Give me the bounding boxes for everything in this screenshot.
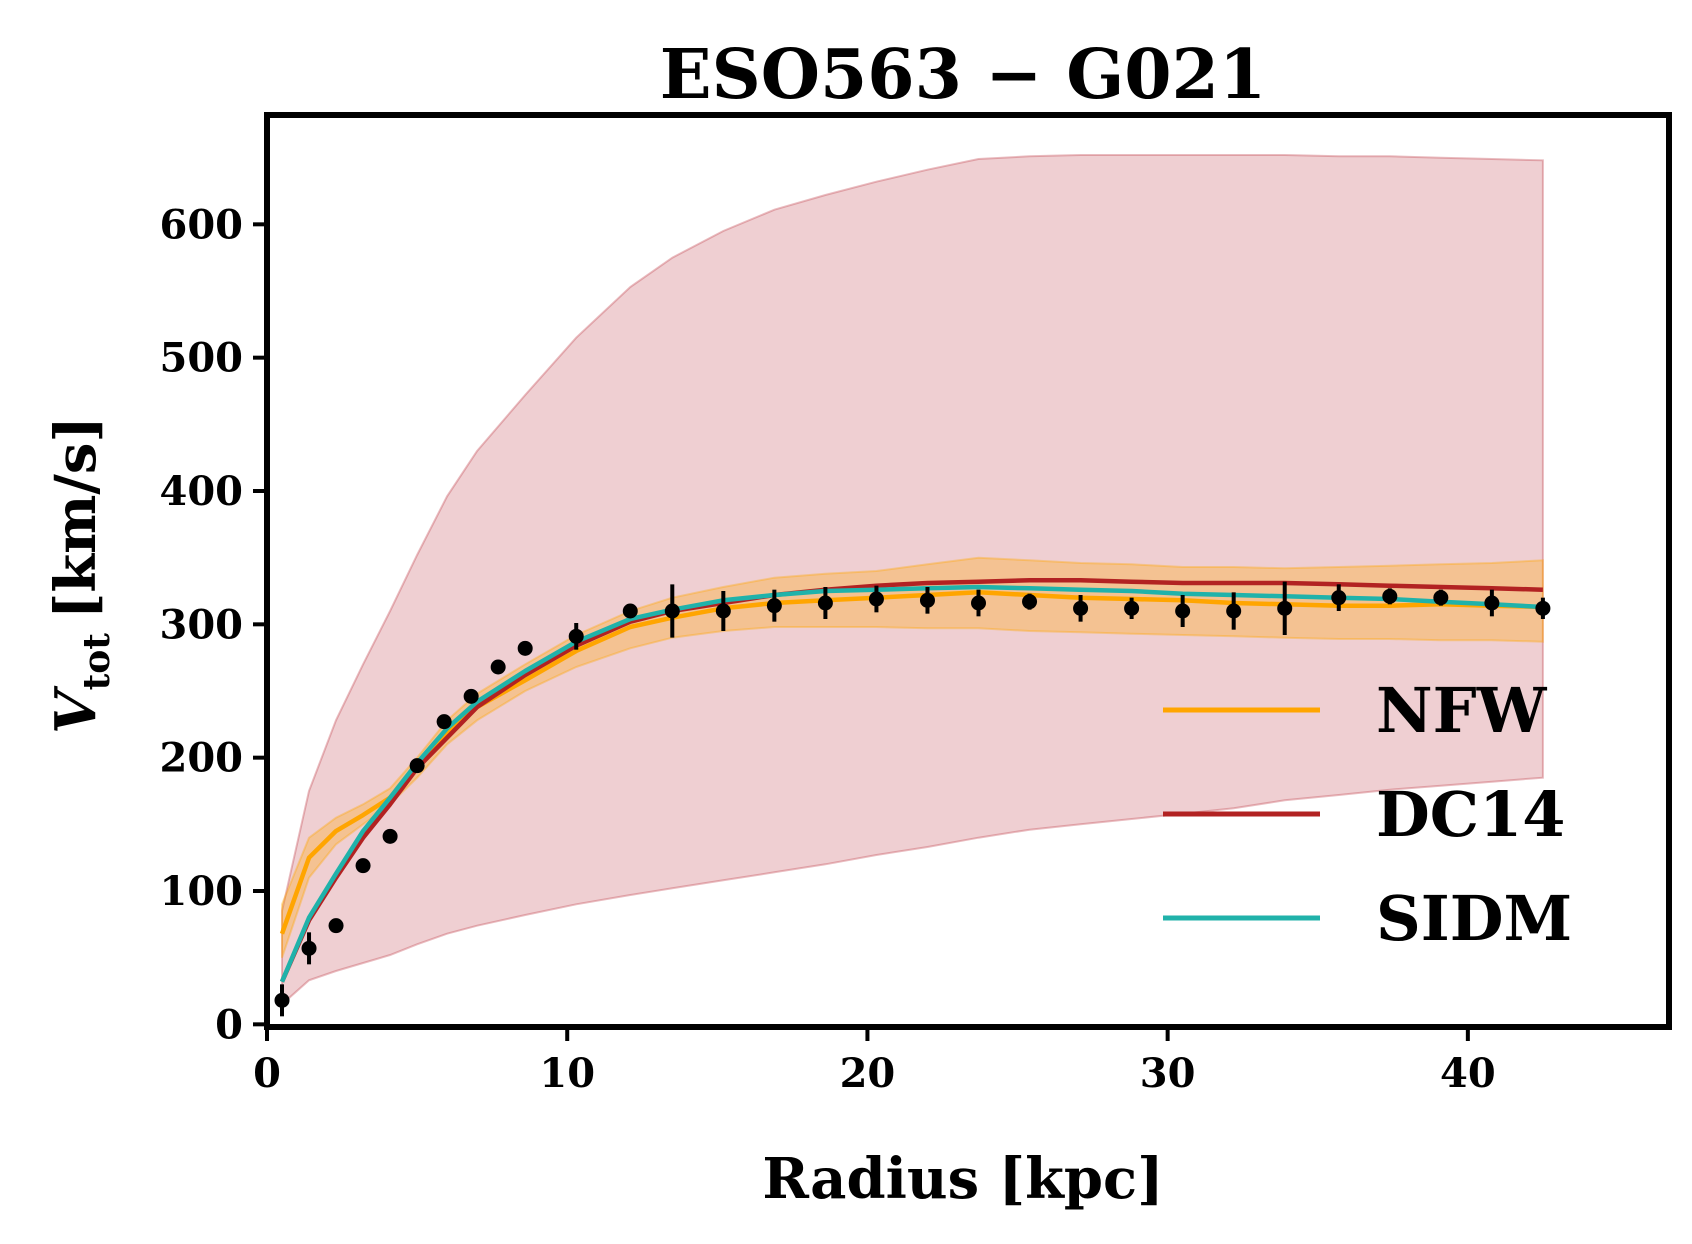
y-tick-label: 600 bbox=[160, 201, 244, 248]
data-point bbox=[301, 940, 317, 956]
observed-points bbox=[274, 581, 1551, 1017]
y-axis-label-subscript: tot bbox=[76, 633, 118, 691]
y-axis-ticks: 0 100 200 300 400 500 600 bbox=[160, 201, 267, 1048]
y-axis-label-main: V bbox=[43, 685, 109, 734]
data-point bbox=[409, 758, 425, 774]
y-tick-label: 400 bbox=[160, 468, 244, 515]
y-tick-label: 200 bbox=[160, 735, 244, 782]
x-tick-label: 30 bbox=[1140, 1050, 1196, 1097]
data-point bbox=[817, 595, 833, 611]
data-point bbox=[382, 828, 398, 844]
x-tick-label: 10 bbox=[539, 1050, 595, 1097]
legend-label-sidm: SIDM bbox=[1376, 882, 1572, 955]
data-point bbox=[1277, 600, 1293, 616]
data-point bbox=[436, 714, 452, 730]
data-point bbox=[971, 595, 987, 611]
data-point bbox=[664, 603, 680, 619]
legend-label-dc14: DC14 bbox=[1376, 778, 1565, 851]
data-point bbox=[490, 659, 506, 675]
x-axis-ticks: 0 10 20 30 40 bbox=[253, 1027, 1496, 1097]
x-tick-label: 20 bbox=[840, 1050, 896, 1097]
y-tick-label: 100 bbox=[160, 868, 244, 915]
data-point bbox=[1175, 603, 1191, 619]
x-axis-label: Radius [kpc] bbox=[762, 1146, 1163, 1212]
x-tick-label: 0 bbox=[253, 1050, 281, 1097]
data-point bbox=[1535, 600, 1551, 616]
data-point bbox=[919, 592, 935, 608]
y-tick-label: 0 bbox=[215, 1001, 243, 1048]
data-point bbox=[274, 992, 290, 1008]
y-axis-label: Vtot [km/s] bbox=[43, 416, 118, 734]
data-point bbox=[328, 918, 344, 934]
chart-title: ESO563 − G021 bbox=[660, 35, 1266, 115]
y-axis-label-unit: [km/s] bbox=[43, 416, 109, 619]
data-point bbox=[463, 688, 479, 704]
confidence-bands bbox=[281, 154, 1544, 1007]
data-point bbox=[1124, 600, 1140, 616]
legend-label-nfw: NFW bbox=[1376, 674, 1548, 747]
data-point bbox=[1226, 603, 1242, 619]
data-point bbox=[517, 640, 533, 656]
x-tick-label: 40 bbox=[1440, 1050, 1496, 1097]
data-point bbox=[868, 591, 884, 607]
data-point bbox=[1022, 594, 1038, 610]
band-nfw bbox=[281, 556, 1544, 959]
plot-frame bbox=[264, 112, 1672, 1030]
data-point bbox=[1382, 588, 1398, 604]
legend: NFW DC14 SIDM bbox=[1163, 674, 1572, 955]
data-point bbox=[1484, 595, 1500, 611]
data-point bbox=[622, 603, 638, 619]
svg-text:Vtot[km/s]: Vtot [km/s] bbox=[43, 416, 118, 734]
data-point bbox=[355, 858, 371, 874]
band-dc14 bbox=[281, 154, 1544, 1007]
data-point bbox=[1433, 590, 1449, 606]
data-point bbox=[715, 603, 731, 619]
y-tick-label: 500 bbox=[160, 335, 244, 382]
y-tick-label: 300 bbox=[160, 601, 244, 648]
data-point bbox=[1331, 590, 1347, 606]
data-point bbox=[766, 598, 782, 614]
data-point bbox=[568, 628, 584, 644]
data-point bbox=[1073, 600, 1089, 616]
